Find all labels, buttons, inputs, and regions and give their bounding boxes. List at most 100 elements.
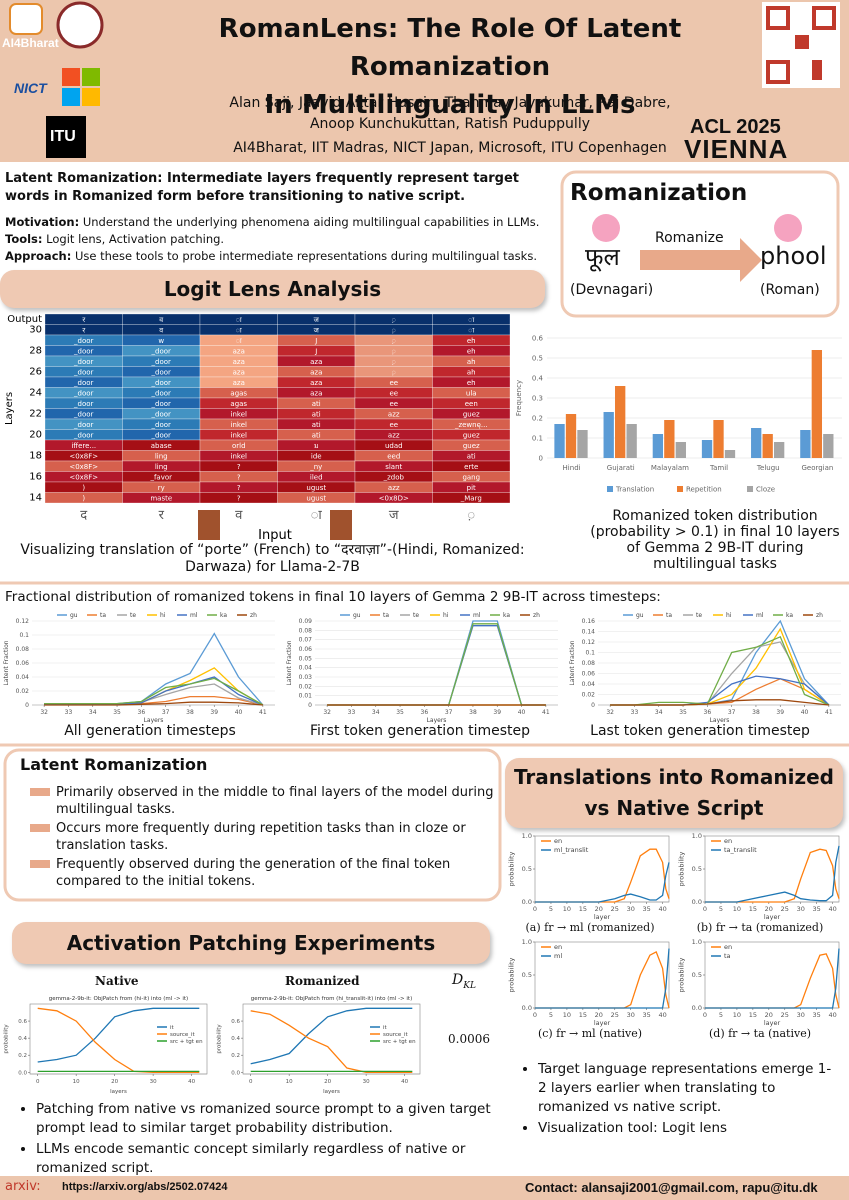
y-tick-label: 0.2 <box>18 1053 27 1059</box>
series-line <box>44 701 263 706</box>
qr-code <box>812 60 822 80</box>
chart-title: gemma-2-9b-it: ObjPatch from (hi_transli… <box>251 996 413 1002</box>
x-axis-label: layers <box>110 1089 127 1095</box>
x-tick-label: 5 <box>549 1011 553 1019</box>
x-tick-label: 30 <box>797 905 805 913</box>
input-token: द <box>80 508 88 523</box>
x-tick-label: 40 <box>658 905 666 913</box>
cell-label: _door <box>151 358 172 366</box>
cell-label: aza <box>310 390 322 398</box>
x-tick-label: 10 <box>563 1011 571 1019</box>
cell-label: ati <box>312 421 321 429</box>
x-tick-label: 35 <box>679 709 687 716</box>
headline: Latent Romanization: Intermediate layers… <box>5 171 519 204</box>
author-line: Alan Saji, Jaavid Aktar Husain, Thanmay … <box>229 95 671 111</box>
logo-ms <box>62 88 80 106</box>
x-tick-label: 41 <box>825 709 833 716</box>
y-tick-label: 0.0 <box>522 1004 532 1012</box>
bar <box>713 420 724 458</box>
cell-label: azz <box>388 432 400 440</box>
legend-label: gu <box>636 612 644 619</box>
y-tick-label: 0.5 <box>522 971 532 979</box>
cell-label: _door <box>151 369 172 377</box>
y-tick-label: 0.5 <box>522 865 532 873</box>
x-tick-label: 15 <box>749 1011 757 1019</box>
x-tick-label: 38 <box>752 709 760 716</box>
x-tick-label: 38 <box>469 709 477 716</box>
x-tick-label: 40 <box>401 1079 408 1085</box>
legend-label: it <box>170 1025 175 1031</box>
y-tick-label: 0.08 <box>299 627 313 634</box>
x-tick-label: 40 <box>658 1011 666 1019</box>
cell-label: _door <box>151 348 172 356</box>
cell-label: w <box>158 337 164 345</box>
cell-label: slant <box>385 463 402 471</box>
y-tick-label: 0 <box>308 702 312 709</box>
romanization-title: Romanization <box>570 180 748 206</box>
x-tick-label: Malayalam <box>651 464 689 472</box>
series-line <box>44 676 264 706</box>
x-tick-label: 30 <box>627 1011 635 1019</box>
legend-label: ka <box>786 612 793 619</box>
logo-ms <box>82 68 100 86</box>
arxiv-url[interactable]: https://arxiv.org/abs/2502.07424 <box>62 1181 228 1193</box>
intro-item: Tools: Logit lens, Activation patching. <box>5 231 560 248</box>
caption: First token generation timestep <box>309 723 530 739</box>
bullet: LLMs encode semantic concept similarly r… <box>36 1140 516 1178</box>
x-tick-label: 0 <box>533 905 537 913</box>
title-line: In Multilinguality In LLMs <box>264 90 636 120</box>
cell-label: ? <box>237 495 241 503</box>
legend-label: it <box>383 1025 388 1031</box>
legend-label: Translation <box>615 486 654 494</box>
y-tick-label: 0.5 <box>532 355 543 363</box>
y-tick-label: 0.02 <box>299 683 313 690</box>
dkl-symbol: D <box>452 972 464 988</box>
x-tick-label: 30 <box>627 905 635 913</box>
y-tick-label: 0.12 <box>16 618 30 625</box>
qr-code <box>766 6 790 30</box>
x-axis-label: Layers <box>710 717 730 724</box>
chart-title: gemma-2-9b-it: ObjPatch from (hi-it) int… <box>49 996 188 1002</box>
cell-label: ? <box>237 474 241 482</box>
legend-label: ml <box>554 952 562 960</box>
cell-label: ati <box>312 432 321 440</box>
cell-label: ry <box>158 484 165 492</box>
x-tick-label: 32 <box>40 709 48 716</box>
qr-code <box>812 6 836 30</box>
series-line <box>535 950 670 1009</box>
cell-label: _ny <box>309 463 322 471</box>
x-tick-label: Tamil <box>709 464 728 472</box>
row-label: 26 <box>29 367 42 378</box>
logo-text: VIENNA <box>684 134 789 164</box>
cell-label: pit <box>467 484 476 492</box>
bullet: Visualization tool: Logit lens <box>538 1119 838 1138</box>
x-tick-label: 32 <box>323 709 331 716</box>
y-tick-label: 0.0 <box>692 1004 702 1012</box>
y-axis-label: probability <box>678 852 686 887</box>
cell-label: gang <box>462 474 480 482</box>
line-chart: 0.0 0.5 1.0 0 5 10 15 20 25 30 35 40 layer probabilit… <box>508 832 670 921</box>
x-tick-label: Hindi <box>563 464 581 472</box>
cell-label: _favor <box>149 474 172 482</box>
cell-label: ee <box>389 421 398 429</box>
cell-label: _door <box>73 379 94 387</box>
x-tick-label: 30 <box>363 1079 370 1085</box>
legend-label: zh <box>250 612 257 619</box>
cell-label: ) <box>82 495 85 503</box>
bar <box>664 420 675 458</box>
series-line <box>705 845 840 903</box>
cell-label: orld <box>232 442 246 450</box>
x-tick-label: 25 <box>781 905 789 913</box>
x-tick-label: 15 <box>749 905 757 913</box>
cell-label: ling <box>155 463 168 471</box>
cell-label: _door <box>73 411 94 419</box>
intro-items: Motivation: Understand the underlying ph… <box>5 214 560 265</box>
cell-label: _door <box>73 337 94 345</box>
cell-label: ा <box>236 327 242 335</box>
x-tick-label: 25 <box>611 1011 619 1019</box>
y-tick-label: 0.06 <box>16 660 30 667</box>
x-tick-label: 32 <box>606 709 614 716</box>
box-title: Latent Romanization <box>20 755 208 774</box>
cell-label: ah <box>467 369 476 377</box>
